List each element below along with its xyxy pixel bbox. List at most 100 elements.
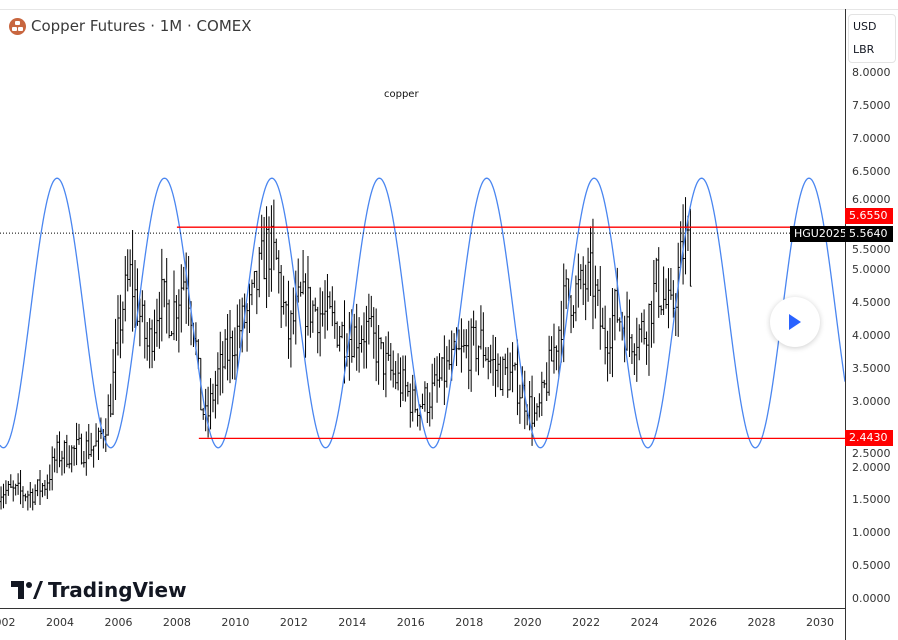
ohlc-bar: [65, 434, 69, 468]
ohlc-bar: [370, 295, 373, 328]
play-button[interactable]: [770, 297, 820, 347]
chart-title[interactable]: Copper Futures · 1M · COMEX: [9, 17, 252, 35]
ohlc-bar: [338, 325, 341, 352]
ohlc-bar: [387, 331, 390, 361]
ohlc-bar: [652, 260, 656, 344]
ohlc-bar: [121, 301, 125, 344]
ohlc-bar: [46, 474, 49, 500]
ohlc-bar: [401, 355, 405, 402]
ohlc-bar: [133, 259, 137, 329]
ohlc-bar: [487, 346, 490, 380]
ohlc-bar: [477, 345, 480, 376]
ohlc-bar: [206, 386, 210, 438]
ohlc-bar: [316, 306, 319, 354]
ohlc-bar: [209, 378, 212, 430]
x-tick-label: 2004: [46, 616, 74, 629]
ohlc-bar: [413, 380, 417, 413]
ohlc-bar: [148, 318, 151, 369]
ohlc-bar: [311, 300, 315, 333]
ohlc-bar: [262, 216, 266, 280]
ohlc-bar: [141, 290, 144, 323]
ohlc-bar: [299, 281, 302, 297]
ohlc-bar: [82, 450, 86, 468]
sine-cycle-line: [0, 177, 846, 449]
ohlc-bar: [511, 342, 514, 393]
ohlc-bar: [107, 394, 110, 436]
tradingview-watermark[interactable]: TradingView: [11, 578, 187, 602]
ohlc-bar: [574, 275, 578, 322]
ohlc-bar: [657, 247, 660, 318]
ohlc-bar: [579, 264, 582, 290]
tradingview-logo-icon: [11, 581, 43, 599]
ohlc-bar: [301, 250, 305, 295]
ohlc-bar: [228, 309, 232, 384]
ohlc-bar: [321, 291, 324, 327]
y-tick-label: 8.0000: [852, 66, 891, 79]
ohlc-bar: [146, 322, 149, 361]
ohlc-bar: [7, 480, 10, 496]
y-tick-label: 2.5000: [852, 447, 891, 460]
ohlc-bar: [260, 214, 263, 260]
ohlc-bar: [357, 317, 361, 373]
ohlc-bar: [662, 266, 665, 315]
ohlc-bar: [116, 295, 120, 356]
ohlc-bar: [60, 450, 64, 476]
ohlc-bar: [382, 342, 385, 391]
ohlc-bar: [435, 356, 439, 403]
ohlc-bar: [16, 473, 20, 495]
ohlc-bar: [360, 325, 363, 353]
ohlc-bar: [628, 299, 631, 357]
ohlc-bar: [243, 293, 246, 329]
ohlc-bar: [372, 307, 375, 359]
ohlc-bar: [564, 269, 568, 309]
ohlc-bar: [613, 288, 617, 341]
ohlc-bar: [399, 357, 402, 408]
ohlc-bar: [635, 317, 639, 382]
ohlc-bar: [501, 356, 505, 396]
chart-annotation[interactable]: copper: [384, 89, 419, 100]
ohlc-bar: [584, 264, 587, 321]
ohlc-bar: [236, 304, 239, 372]
ohlc-bar: [411, 374, 414, 422]
ohlc-bar: [506, 347, 509, 398]
ohlc-bar: [611, 288, 614, 378]
ohlc-bar: [569, 294, 573, 334]
ohlc-bar: [89, 432, 93, 457]
ohlc-bar: [533, 397, 536, 427]
ohlc-bar: [518, 384, 522, 424]
ohlc-bar: [577, 253, 580, 308]
unit-selector[interactable]: USD LBR: [848, 14, 896, 63]
ohlc-bar: [306, 256, 310, 336]
ohlc-bar: [38, 470, 42, 506]
ohlc-bar: [601, 307, 604, 329]
ohlc-bar: [226, 313, 229, 381]
y-tick-label: 3.5000: [852, 361, 891, 375]
ohlc-bar: [231, 330, 234, 380]
ohlc-bar: [560, 300, 563, 363]
ohlc-bar: [379, 337, 383, 350]
ohlc-bar: [681, 204, 685, 285]
ohlc-bar: [331, 286, 334, 327]
ohlc-bar: [241, 297, 244, 353]
ohlc-bar: [460, 318, 463, 373]
ohlc-bar: [26, 490, 30, 511]
y-tick-label: 1.0000: [852, 526, 891, 540]
ohlc-bar: [328, 291, 332, 309]
ohlc-bar: [29, 481, 32, 508]
ohlc-bar: [70, 445, 73, 473]
ohlc-bar: [426, 382, 429, 423]
unit-label[interactable]: LBR: [853, 43, 875, 56]
ohlc-bar: [462, 329, 466, 353]
ohlc-bar: [265, 206, 268, 309]
ohlc-bar: [138, 298, 142, 347]
ohlc-bar: [85, 431, 88, 476]
watermark-text: TradingView: [48, 578, 187, 602]
ohlc-bar: [540, 371, 544, 417]
ohlc-bar: [284, 300, 288, 327]
currency-label[interactable]: USD: [853, 20, 877, 33]
ohlc-bar: [155, 298, 159, 347]
ohlc-bar: [160, 248, 164, 342]
ohlc-bar: [111, 349, 115, 415]
x-tick-label: 2020: [513, 616, 542, 629]
